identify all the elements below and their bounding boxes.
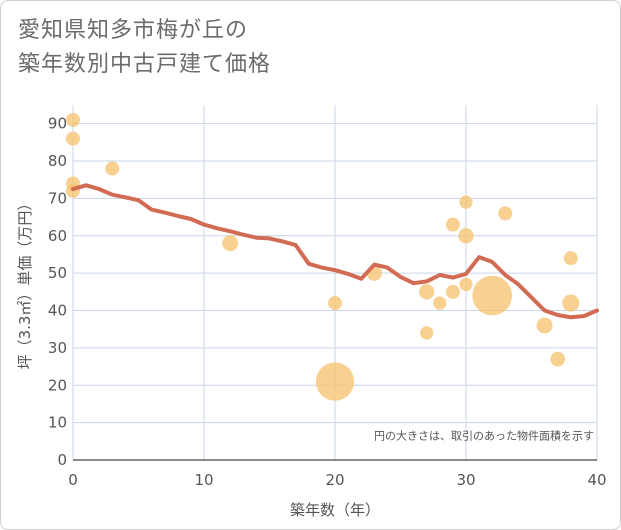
x-tick-label: 0: [68, 471, 78, 489]
y-axis-title: 坪（3.3㎡）単価（万円）: [16, 196, 34, 370]
bubble-series: [66, 112, 580, 401]
bubble: [433, 296, 447, 310]
x-tick-label: 40: [587, 471, 606, 489]
bubble: [563, 251, 578, 266]
y-tick-label: 70: [48, 189, 67, 207]
y-tick-label: 30: [48, 339, 67, 357]
bubble: [536, 317, 553, 334]
y-tick-labels: 0 10 20 30 40 50 60 70 80 90: [48, 115, 67, 469]
bubble: [498, 206, 513, 221]
bubble: [459, 195, 473, 209]
bubble: [66, 131, 80, 146]
x-tick-label: 20: [325, 471, 344, 489]
bubble: [445, 217, 460, 232]
trend-line: [71, 183, 599, 320]
bubble: [445, 284, 460, 299]
x-axis-title: 築年数（年）: [290, 501, 380, 519]
title-line-2: 築年数別中古戸建て価格: [18, 52, 272, 77]
bubble: [419, 284, 435, 300]
bubble: [420, 326, 434, 340]
bubble: [105, 161, 120, 176]
y-tick-label: 50: [48, 264, 67, 282]
y-tick-label: 20: [48, 376, 67, 394]
bubble: [328, 296, 342, 311]
y-tick-label: 80: [48, 152, 67, 170]
size-annotation: 円の大きさは、取引のあった物件面積を示す: [374, 428, 594, 442]
y-tick-label: 10: [48, 414, 67, 432]
bubble: [550, 351, 566, 367]
y-tick-label: 0: [57, 451, 67, 469]
y-tick-label: 60: [48, 227, 67, 245]
bubble: [562, 294, 580, 312]
bubble: [66, 112, 80, 127]
y-tick-label: 40: [48, 302, 67, 320]
x-tick-labels: 0 10 20 30 40: [68, 471, 606, 489]
bubble: [472, 275, 513, 316]
bubble: [459, 277, 473, 292]
chart-title: 愛知県知多市梅が丘の 築年数別中古戸建て価格: [18, 14, 578, 82]
x-tick-label: 10: [194, 471, 213, 489]
grid-lines: [72, 105, 598, 461]
y-tick-label: 90: [48, 115, 67, 133]
title-line-1: 愛知県知多市梅が丘の: [18, 18, 249, 43]
bubble: [315, 362, 355, 401]
bubble: [222, 235, 239, 252]
bubble: [458, 228, 474, 244]
x-tick-label: 30: [456, 471, 475, 489]
